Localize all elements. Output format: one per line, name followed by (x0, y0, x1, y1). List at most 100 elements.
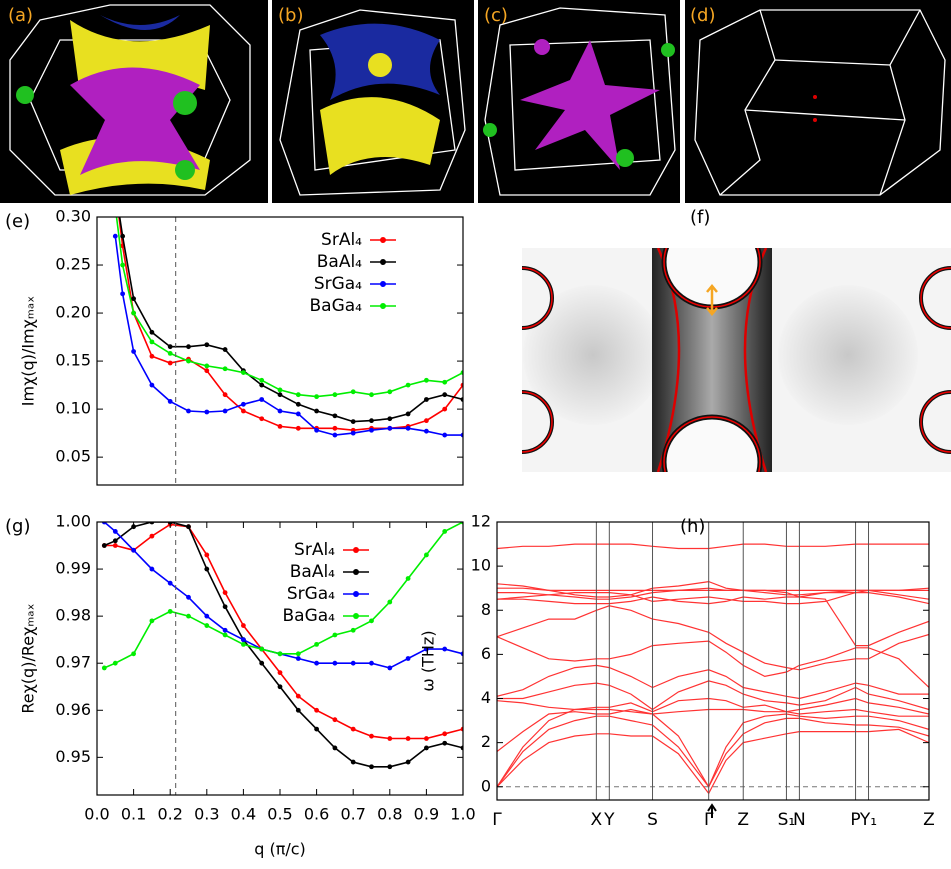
data-point (442, 407, 447, 412)
data-point (333, 661, 338, 666)
data-point (351, 628, 356, 633)
x-tick-label: Γ (704, 810, 714, 830)
x-tick-label: 0.7 (340, 805, 365, 824)
data-point (314, 409, 319, 414)
y-tick-label: 0.95 (55, 747, 91, 766)
data-point (223, 590, 228, 595)
x-tick-label: Y (603, 810, 615, 830)
data-point (259, 378, 264, 383)
data-point (186, 344, 191, 349)
data-point (259, 661, 264, 666)
data-point (314, 727, 319, 732)
data-point (442, 731, 447, 736)
data-point (168, 609, 173, 614)
legend-swatch (380, 281, 386, 287)
panel-label: (d) (690, 5, 715, 26)
data-point (406, 760, 411, 765)
data-point (424, 397, 429, 402)
data-point (406, 576, 411, 581)
data-point (314, 661, 319, 666)
data-point (369, 661, 374, 666)
legend-swatch (380, 237, 386, 243)
data-point (278, 424, 283, 429)
legend-label: BaAl₄ (317, 252, 362, 272)
data-point (102, 666, 107, 671)
band (497, 597, 929, 646)
legend-swatch (380, 259, 386, 265)
band (497, 637, 929, 688)
data-point (241, 409, 246, 414)
data-point (442, 647, 447, 652)
data-point (424, 418, 429, 423)
band (497, 729, 929, 793)
data-point (204, 623, 209, 628)
y-tick-label: 0.20 (55, 303, 91, 322)
y-tick-label: 0.15 (55, 351, 91, 370)
data-point (241, 637, 246, 642)
data-point (442, 392, 447, 397)
data-point (333, 633, 338, 638)
data-point (204, 567, 209, 572)
x-axis-label: q (π/c) (254, 840, 306, 859)
data-point (314, 428, 319, 433)
y-tick-label: 0.96 (55, 700, 91, 719)
data-point (120, 263, 125, 268)
data-point (131, 548, 136, 553)
data-point (333, 392, 338, 397)
data-point (424, 429, 429, 434)
data-point (387, 426, 392, 431)
series-line (104, 522, 463, 767)
data-point (278, 684, 283, 689)
y-tick-label: 0.30 (55, 207, 91, 226)
data-point (369, 764, 374, 769)
plot-area (497, 544, 929, 793)
data-point (387, 764, 392, 769)
plot-area (113, 186, 466, 438)
axis-frame (497, 522, 929, 800)
y-axis-label: Imχ(q)/Imχₘₐₓ (19, 296, 38, 406)
y-tick-label: 4 (481, 688, 491, 707)
data-point (223, 347, 228, 352)
data-point (387, 389, 392, 394)
data-point (442, 380, 447, 385)
y-tick-label: 0.98 (55, 606, 91, 625)
data-point (296, 708, 301, 713)
y-tick-label: 6 (481, 644, 491, 663)
data-point (406, 736, 411, 741)
plot-area (102, 520, 465, 770)
series-line (115, 207, 463, 396)
band (497, 699, 929, 715)
data-point (186, 614, 191, 619)
data-point (387, 736, 392, 741)
data-point (333, 413, 338, 418)
y-tick-label: 0.25 (55, 255, 91, 274)
y-tick-label: 1.00 (55, 512, 91, 531)
data-point (387, 416, 392, 421)
data-point (223, 628, 228, 633)
x-tick-label: 0.4 (231, 805, 256, 824)
brillouin-zone-d (685, 0, 951, 203)
data-point (296, 412, 301, 417)
data-point (204, 614, 209, 619)
data-point (113, 234, 118, 239)
data-point (150, 330, 155, 335)
data-point (296, 402, 301, 407)
legend-label: SrAl₄ (294, 540, 335, 560)
data-point (351, 431, 356, 436)
data-point (351, 389, 356, 394)
data-point (369, 418, 374, 423)
data-point (223, 409, 228, 414)
x-tick-label: 0.2 (157, 805, 182, 824)
data-point (259, 397, 264, 402)
data-point (168, 344, 173, 349)
data-point (204, 368, 209, 373)
data-point (351, 760, 356, 765)
x-tick-label: 0.1 (121, 805, 146, 824)
x-tick-label: 1.0 (450, 805, 475, 824)
data-point (333, 426, 338, 431)
panel-label: (c) (484, 5, 508, 26)
legend-swatch (353, 613, 359, 619)
data-point (204, 363, 209, 368)
legend-label: BaAl₄ (290, 562, 335, 582)
cut-map-f (492, 217, 951, 507)
